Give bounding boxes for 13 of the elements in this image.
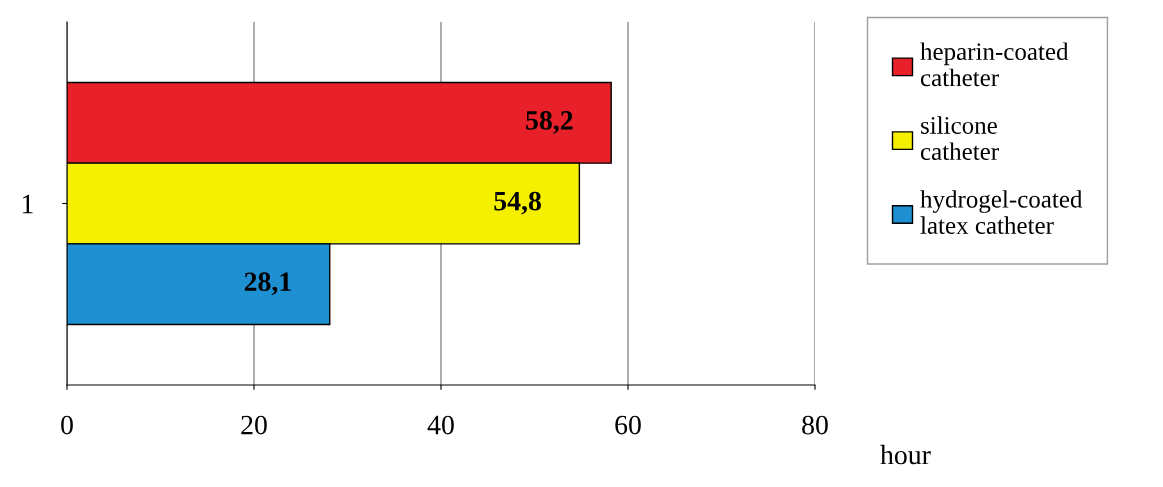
x-tick-label: 60: [615, 415, 641, 435]
x-axis-title: hour: [880, 444, 931, 465]
legend-label: silicone catheter: [920, 116, 999, 161]
x-tick-label: 0: [61, 415, 73, 435]
legend-label: heparin-coated catheter: [920, 42, 1069, 87]
x-tick-label: 20: [241, 415, 267, 435]
data-label: 58,2: [526, 111, 573, 134]
data-label: 28,1: [244, 272, 291, 296]
data-label: 54,8: [494, 191, 541, 215]
x-tick-label: 40: [427, 415, 454, 435]
y-tick-label: 1: [22, 194, 33, 214]
x-tick-label: 80: [802, 415, 828, 435]
legend-label: hydrogel-coated latex catheter: [920, 190, 1083, 234]
